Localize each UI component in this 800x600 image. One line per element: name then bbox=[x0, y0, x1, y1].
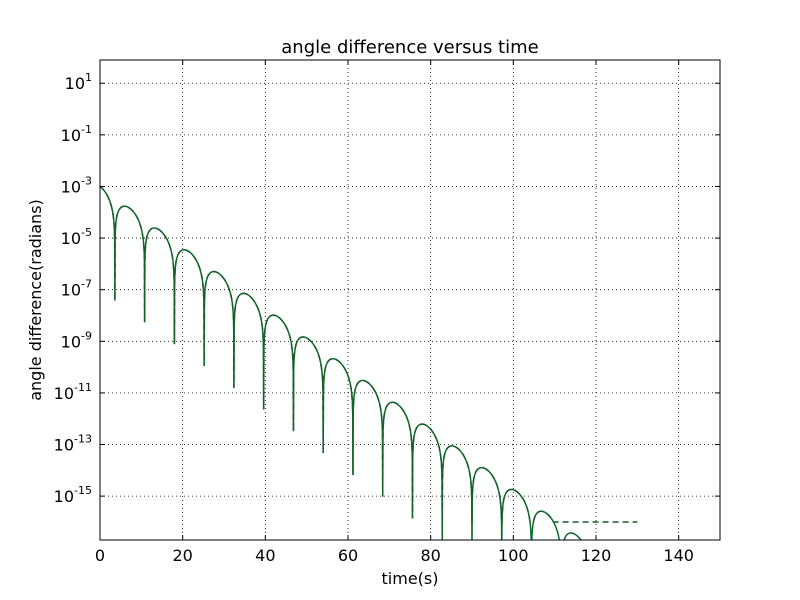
y-tick-label: 101 bbox=[65, 71, 92, 93]
y-tick-label: 10-3 bbox=[61, 174, 92, 196]
y-tick-base: 10 bbox=[54, 384, 74, 403]
y-tick-label: 10-15 bbox=[54, 484, 92, 506]
x-tick-label: 120 bbox=[581, 546, 612, 565]
y-tick-label: 10-5 bbox=[61, 226, 92, 248]
y-tick-label: 10-11 bbox=[54, 381, 92, 403]
series-line-dashed bbox=[100, 185, 638, 523]
y-tick-exponent: -15 bbox=[74, 484, 92, 497]
y-tick-exponent: 1 bbox=[85, 71, 92, 84]
y-tick-exponent: -13 bbox=[74, 433, 92, 446]
y-tick-exponent: -9 bbox=[81, 329, 92, 342]
x-tick-label: 40 bbox=[255, 546, 275, 565]
y-axis-label: angle difference(radians) bbox=[26, 199, 45, 401]
y-tick-base: 10 bbox=[61, 332, 81, 351]
x-tick-label: 60 bbox=[338, 546, 358, 565]
ticks bbox=[99, 60, 720, 540]
y-tick-exponent: -5 bbox=[81, 226, 92, 239]
y-tick-base: 10 bbox=[54, 487, 74, 506]
y-tick-base: 10 bbox=[61, 126, 81, 145]
y-tick-exponent: -1 bbox=[81, 123, 92, 136]
x-axis-label: time(s) bbox=[382, 569, 439, 588]
y-tick-exponent: -7 bbox=[81, 278, 92, 291]
y-tick-label: 10-13 bbox=[54, 433, 92, 455]
series-layer bbox=[100, 185, 638, 540]
series-line-solid bbox=[100, 185, 582, 540]
grid bbox=[100, 60, 720, 540]
y-tick-base: 10 bbox=[61, 177, 81, 196]
x-tick-label: 100 bbox=[498, 546, 529, 565]
y-tick-base: 10 bbox=[61, 229, 81, 248]
plot-frame bbox=[99, 59, 721, 541]
x-tick-label: 0 bbox=[95, 546, 105, 565]
x-tick-label: 140 bbox=[663, 546, 694, 565]
y-tick-label: 10-7 bbox=[61, 278, 92, 300]
y-tick-base: 10 bbox=[54, 436, 74, 455]
x-tick-labels: 0 20 40 60 80 100 120 140 bbox=[95, 546, 694, 565]
x-tick-label: 20 bbox=[172, 546, 192, 565]
y-tick-base: 10 bbox=[65, 74, 85, 93]
y-tick-exponent: -3 bbox=[81, 174, 92, 187]
y-tick-label: 10-1 bbox=[61, 123, 92, 145]
x-tick-label: 80 bbox=[420, 546, 440, 565]
chart-title: angle difference versus time bbox=[281, 37, 538, 58]
y-tick-label: 10-9 bbox=[61, 329, 92, 351]
y-tick-exponent: -11 bbox=[74, 381, 92, 394]
y-tick-base: 10 bbox=[61, 281, 81, 300]
